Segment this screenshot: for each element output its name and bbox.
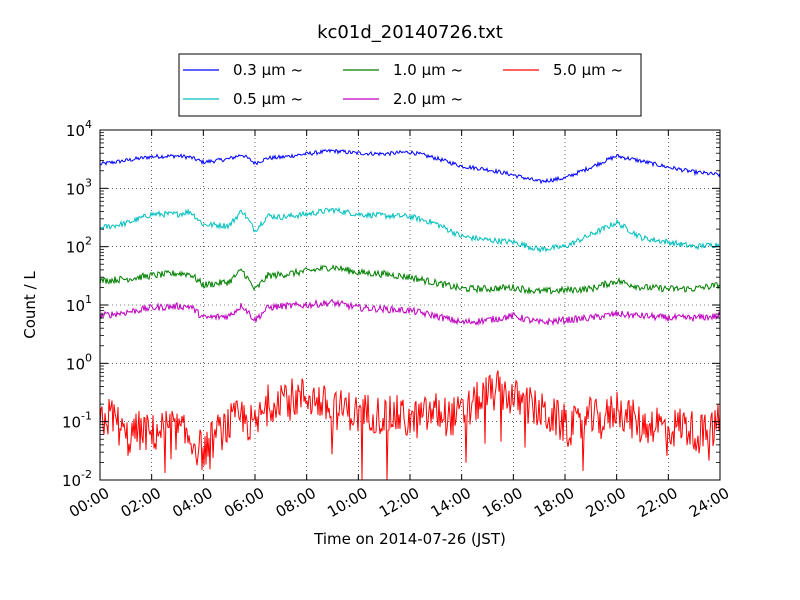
grid-layer [100,130,720,480]
y-tick-label: 103 [66,176,92,198]
series-line [99,148,721,185]
tick-layer [99,129,721,481]
x-axis-label: Time on 2014-07-26 (JST) [313,530,506,548]
y-tick-label: 101 [66,293,92,315]
series-line [99,370,721,481]
y-tick-labels: 10-2 10-1 100 101 102 103 104 [62,118,92,490]
legend-box [178,53,642,117]
y-axis-label: Count / L [21,271,39,339]
y-tick-label: 104 [66,118,92,140]
plot-area [99,148,721,481]
legend-label: 0.3 μm ~ [233,61,303,79]
legend-label: 2.0 μm ~ [393,90,463,108]
series-line [99,206,721,254]
y-tick-label: 102 [66,235,92,257]
series-line [99,298,721,327]
chart-title: kc01d_20140726.txt [317,22,503,43]
legend-label: 0.5 μm ~ [233,90,303,108]
y-tick-label: 10-2 [62,468,92,490]
legend-items: 0.3 μm ~ 0.5 μm ~ 1.0 μm ~ 2.0 μm ~ 5.0 μm ~ [183,61,623,108]
series-line [99,264,721,295]
legend: 0.3 μm ~ 0.5 μm ~ 1.0 μm ~ 2.0 μm ~ 5.0 μm ~ [178,53,642,117]
legend-label: 1.0 μm ~ [393,61,463,79]
legend-label: 5.0 μm ~ [553,61,623,79]
y-tick-label: 10-1 [62,410,92,432]
y-tick-label: 100 [66,351,92,373]
